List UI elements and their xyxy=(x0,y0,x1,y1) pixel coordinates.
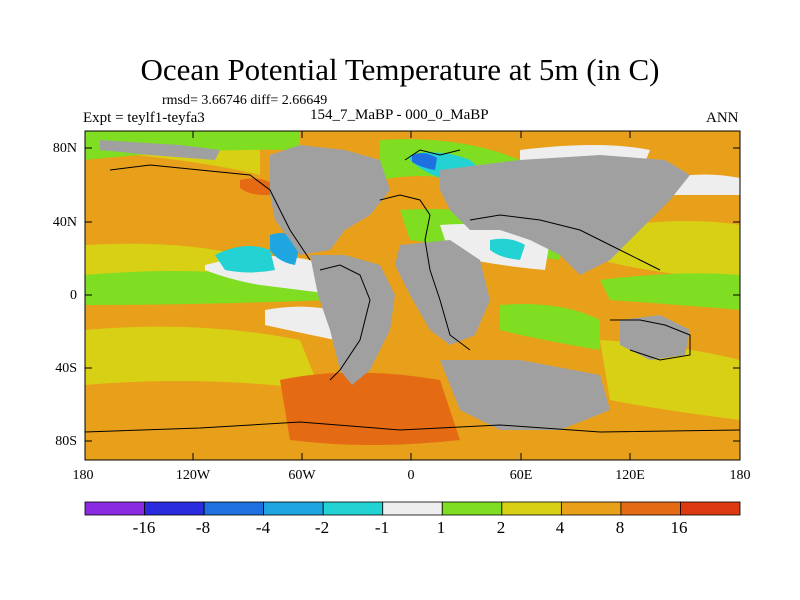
band-minus-2 xyxy=(490,238,525,260)
colorbar xyxy=(84,501,741,516)
colorbar-label: -8 xyxy=(195,518,211,537)
band-2-4 xyxy=(600,273,740,310)
colorbar-swatch xyxy=(501,501,562,516)
map-title: Ocean Potential Temperature at 5m (in C) xyxy=(140,52,660,87)
colorbar-swatch xyxy=(84,501,145,516)
land-arctic-strip xyxy=(100,140,220,160)
case-label: 154_7_MaBP - 000_0_MaBP xyxy=(310,107,489,123)
colorbar-swatch xyxy=(263,501,324,516)
band-4-8 xyxy=(85,243,240,280)
lon-label-120w: 120W xyxy=(175,468,211,483)
band-minus-8 xyxy=(412,153,437,170)
lat-label-40n: 40N xyxy=(52,215,77,230)
land-africa xyxy=(395,240,490,345)
lat-label-80s: 80S xyxy=(55,434,77,449)
colorbar-label: -4 xyxy=(255,518,271,537)
band-8-16 xyxy=(240,178,275,196)
land-australia xyxy=(620,315,690,360)
band-4-8 xyxy=(85,326,320,390)
land-south-america xyxy=(310,255,395,385)
lon-label-60w: 60W xyxy=(288,468,316,483)
colorbar-label: 2 xyxy=(496,518,506,537)
lon-label-120e: 120E xyxy=(615,468,645,483)
experiment-label: Expt = teylf1-teyfa3 xyxy=(83,110,205,126)
land-eurasia xyxy=(440,155,690,275)
colorbar-swatch xyxy=(382,501,443,516)
colorbar-swatch xyxy=(203,501,265,516)
colorbar-label: 4 xyxy=(555,518,565,537)
stats-text: rmsd= 3.66746 diff= 2.66649 xyxy=(162,93,328,108)
colorbar-swatch xyxy=(560,501,622,516)
band-minus-2 xyxy=(215,246,275,273)
lon-label-180w: 180 xyxy=(72,468,94,483)
colorbar-label: 16 xyxy=(670,518,688,537)
colorbar-label: 1 xyxy=(436,518,446,537)
colorbar-label: -16 xyxy=(132,518,156,537)
colorbar-swatch xyxy=(680,501,741,516)
lon-label-0: 0 xyxy=(407,468,415,483)
land-antarctic-block xyxy=(440,360,610,430)
lat-label-0: 0 xyxy=(70,288,77,303)
colorbar-label: -1 xyxy=(374,518,390,537)
temperature-field xyxy=(85,131,740,460)
band-8-16 xyxy=(280,372,460,445)
colorbar-label: -2 xyxy=(314,518,330,537)
lon-label-180e: 180 xyxy=(729,468,751,483)
land-north-america xyxy=(270,145,390,255)
band-4-8 xyxy=(600,340,740,420)
colorbar-swatch xyxy=(144,501,205,516)
lat-label-40s: 40S xyxy=(55,361,77,376)
axis-ticks xyxy=(85,131,740,460)
season-label: ANN xyxy=(706,110,739,126)
lat-label-80n: 80N xyxy=(52,141,77,156)
lon-label-60e: 60E xyxy=(509,468,533,483)
colorbar-swatch xyxy=(620,501,681,516)
colorbar-swatch xyxy=(322,501,384,516)
coastlines xyxy=(85,149,740,433)
band-2-4 xyxy=(500,304,600,350)
colorbar-swatch xyxy=(441,501,503,516)
colorbar-label: 8 xyxy=(615,518,625,537)
